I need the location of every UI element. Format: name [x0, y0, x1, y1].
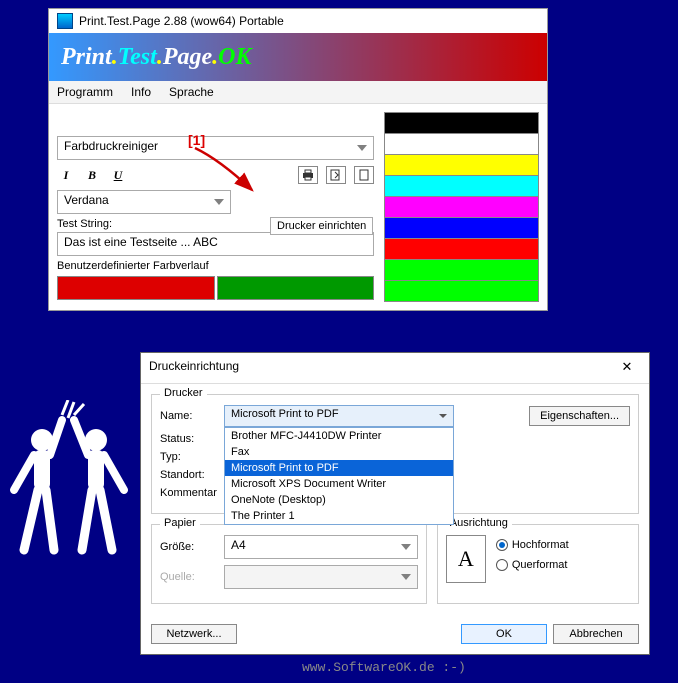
- radio-portrait-input[interactable]: [496, 539, 508, 551]
- banner-word-1: Print: [61, 44, 112, 71]
- orientation-group-label: Ausrichtung: [446, 517, 512, 529]
- menubar: Programm Info Sprache: [49, 81, 547, 104]
- orientation-group: Ausrichtung A Hochformat Querformat: [437, 524, 639, 604]
- gradient-color-1[interactable]: [57, 276, 215, 300]
- watermark-2: www.SoftwareOK.de :-): [302, 660, 466, 675]
- properties-button[interactable]: Eigenschaften...: [529, 406, 630, 426]
- mode-combo[interactable]: Farbdruckreiniger: [57, 136, 374, 160]
- annotation-1: [1]: [188, 132, 205, 148]
- menu-sprache[interactable]: Sprache: [169, 85, 214, 99]
- radio-landscape-label: Querformat: [512, 559, 568, 571]
- paper-group-label: Papier: [160, 517, 200, 529]
- label-typ: Typ:: [160, 451, 218, 463]
- color-preview: [384, 112, 539, 302]
- content-area: Farbdruckreiniger I B U Verdana Test Str…: [49, 104, 547, 310]
- label-source: Quelle:: [160, 571, 218, 583]
- paper-source-combo: [224, 565, 418, 589]
- print-setup-dialog: Druckeinrichtung ✕ Drucker Name: Microso…: [140, 352, 650, 655]
- dialog-buttons: Netzwerk... OK Abbrechen: [141, 624, 649, 654]
- test-string-input[interactable]: Das ist eine Testseite ... ABC: [57, 232, 374, 256]
- radio-landscape[interactable]: Querformat: [496, 559, 569, 571]
- radio-landscape-input[interactable]: [496, 559, 508, 571]
- printer-option[interactable]: Microsoft Print to PDF: [225, 460, 453, 476]
- printer-option[interactable]: Microsoft XPS Document Writer: [225, 476, 453, 492]
- printer-option[interactable]: OneNote (Desktop): [225, 492, 453, 508]
- color-bar: [385, 113, 538, 133]
- dialog-body: Drucker Name: Microsoft Print to PDF Bro…: [141, 384, 649, 624]
- format-toolbar: I B U: [57, 166, 374, 184]
- printer-selected[interactable]: Microsoft Print to PDF: [224, 405, 454, 427]
- menu-programm[interactable]: Programm: [57, 85, 113, 99]
- left-column: Farbdruckreiniger I B U Verdana Test Str…: [57, 112, 374, 302]
- bold-button[interactable]: B: [83, 166, 101, 184]
- network-button[interactable]: Netzwerk...: [151, 624, 237, 644]
- paper-size-combo[interactable]: A4: [224, 535, 418, 559]
- gradient-label: Benutzerdefinierter Farbverlauf: [57, 260, 374, 272]
- color-bar: [385, 134, 538, 154]
- dialog-title: Druckeinrichtung: [149, 359, 239, 377]
- printer-option[interactable]: Brother MFC-J4410DW Printer: [225, 428, 453, 444]
- menu-info[interactable]: Info: [131, 85, 151, 99]
- close-button[interactable]: ✕: [613, 359, 641, 377]
- label-kommentar: Kommentar: [160, 487, 218, 499]
- color-bar: [385, 239, 538, 259]
- printer-option[interactable]: Fax: [225, 444, 453, 460]
- banner-word-4: OK: [218, 44, 251, 71]
- printer-option[interactable]: The Printer 1: [225, 508, 453, 524]
- underline-button[interactable]: U: [109, 166, 127, 184]
- main-window: Print.Test.Page 2.88 (wow64) Portable Pr…: [48, 8, 548, 311]
- color-bar: [385, 176, 538, 196]
- printer-setup-tooltip: Drucker einrichten: [270, 217, 373, 235]
- label-status: Status:: [160, 433, 218, 445]
- orientation-icon: A: [446, 535, 486, 583]
- color-bar: [385, 281, 538, 301]
- app-icon: [57, 13, 73, 29]
- printer-name-combo[interactable]: Microsoft Print to PDF Brother MFC-J4410…: [224, 405, 454, 427]
- color-bar: [385, 197, 538, 217]
- ok-button[interactable]: OK: [461, 624, 547, 644]
- cancel-button[interactable]: Abbrechen: [553, 624, 639, 644]
- banner: Print.Test.Page.OK: [49, 33, 547, 81]
- printer-group-label: Drucker: [160, 387, 207, 399]
- window-title: Print.Test.Page 2.88 (wow64) Portable: [79, 14, 284, 28]
- dialog-titlebar: Druckeinrichtung ✕: [141, 353, 649, 384]
- gradient-buttons: [57, 276, 374, 300]
- preview-button[interactable]: [326, 166, 346, 184]
- label-name: Name:: [160, 410, 218, 422]
- banner-word-3: Page: [163, 44, 212, 71]
- gradient-color-2[interactable]: [217, 276, 375, 300]
- label-standort: Standort:: [160, 469, 218, 481]
- radio-portrait-label: Hochformat: [512, 539, 569, 551]
- printer-group: Drucker Name: Microsoft Print to PDF Bro…: [151, 394, 639, 514]
- page-button[interactable]: [354, 166, 374, 184]
- italic-button[interactable]: I: [57, 166, 75, 184]
- printer-dropdown-list: Brother MFC-J4410DW PrinterFaxMicrosoft …: [224, 427, 454, 525]
- decorative-figures: [4, 400, 134, 609]
- label-size: Größe:: [160, 541, 218, 553]
- color-bar: [385, 155, 538, 175]
- color-bars: [384, 112, 539, 302]
- titlebar: Print.Test.Page 2.88 (wow64) Portable: [49, 9, 547, 33]
- paper-group: Papier Größe: A4 Quelle:: [151, 524, 427, 604]
- color-bar: [385, 218, 538, 238]
- banner-word-2: Test: [118, 44, 157, 71]
- printer-setup-button[interactable]: [298, 166, 318, 184]
- font-combo[interactable]: Verdana: [57, 190, 231, 214]
- radio-portrait[interactable]: Hochformat: [496, 539, 569, 551]
- color-bar: [385, 260, 538, 280]
